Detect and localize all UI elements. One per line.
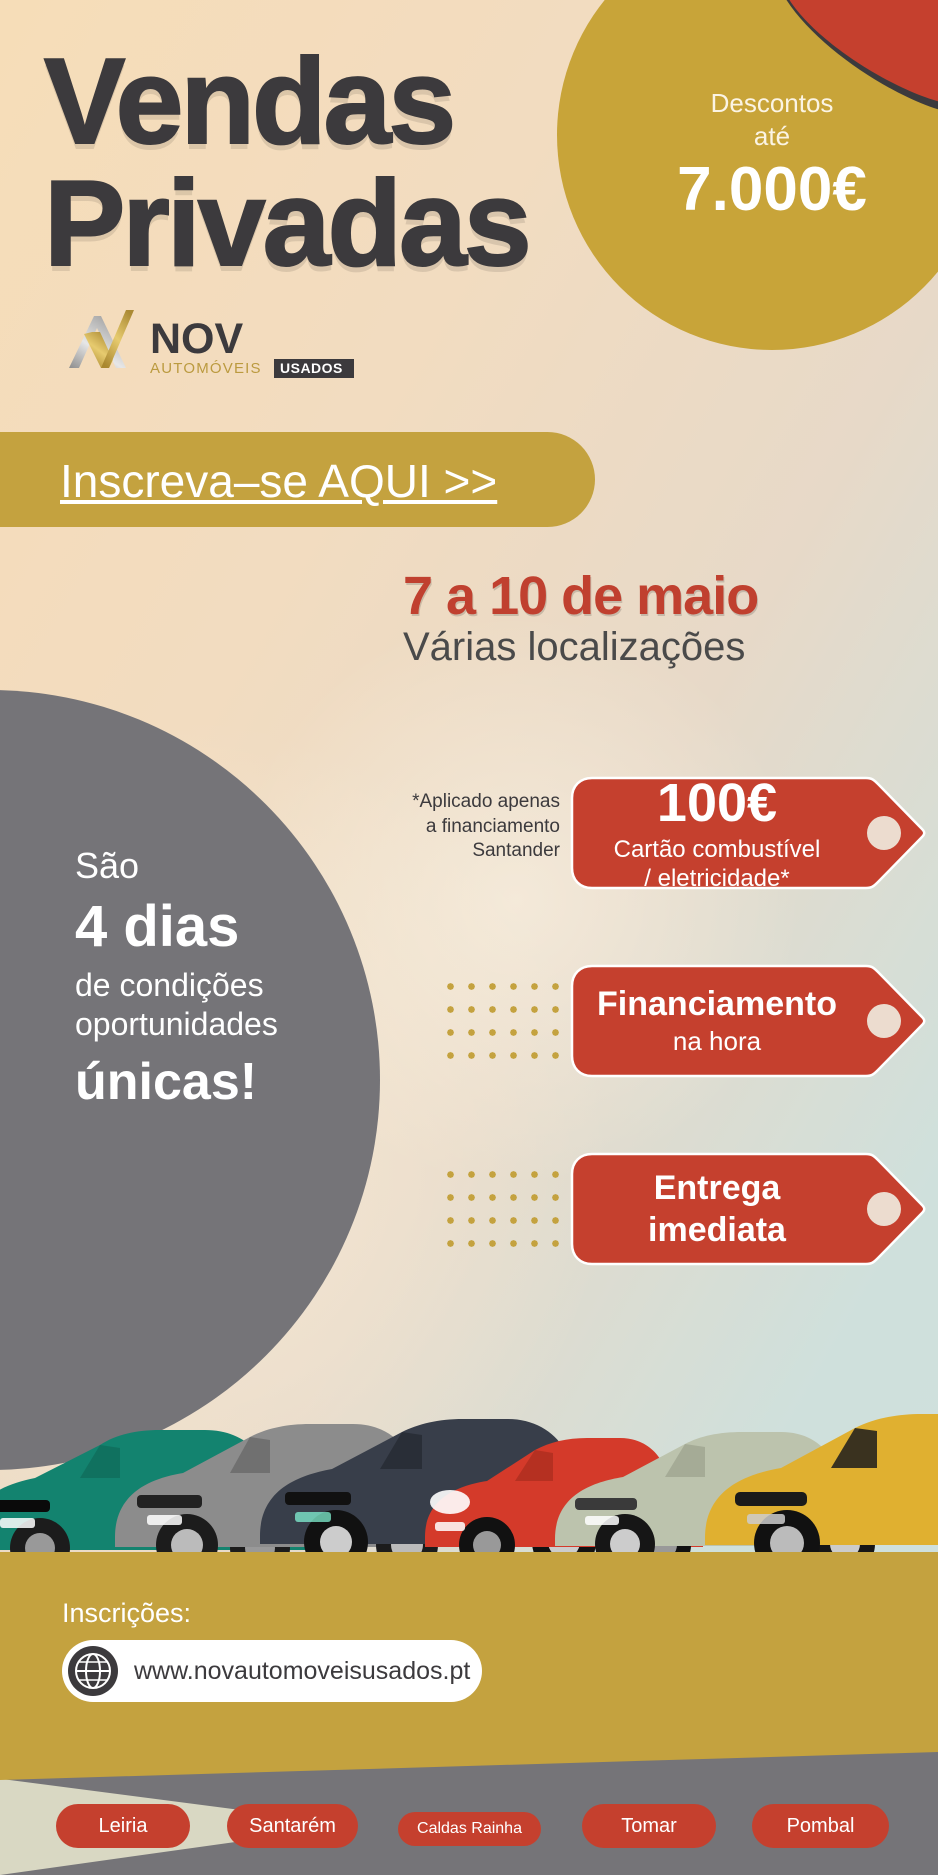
svg-text:AUTOMÓVEIS: AUTOMÓVEIS bbox=[150, 360, 262, 377]
svg-text:NOV: NOV bbox=[150, 315, 244, 363]
svg-text:USADOS: USADOS bbox=[280, 360, 343, 376]
